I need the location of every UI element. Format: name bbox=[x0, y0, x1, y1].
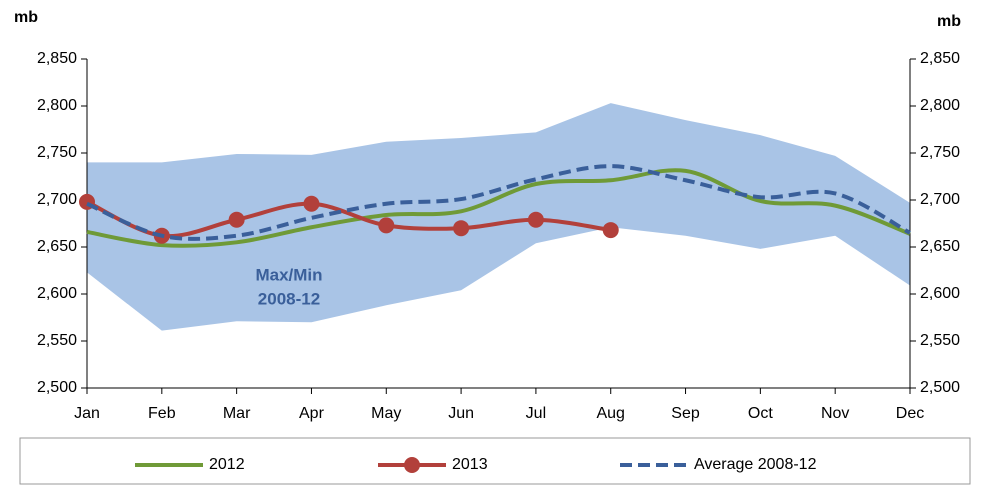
y-tick-label: 2,850 bbox=[37, 50, 77, 67]
series-marker bbox=[378, 217, 395, 234]
y-tick-label: 2,650 bbox=[37, 238, 77, 255]
x-tick-label: Jul bbox=[526, 405, 546, 422]
x-tick-label: Dec bbox=[896, 405, 924, 422]
y2-tick-label: 2,800 bbox=[920, 97, 960, 114]
y2-tick-label: 2,650 bbox=[920, 238, 960, 255]
y2-tick-label: 2,700 bbox=[920, 191, 960, 208]
x-tick-label: Aug bbox=[596, 405, 624, 422]
series-marker bbox=[527, 211, 544, 228]
y-tick-label: 2,600 bbox=[37, 285, 77, 302]
y-tick-label: 2,500 bbox=[37, 379, 77, 396]
y-tick-label: 2,800 bbox=[37, 97, 77, 114]
band-area bbox=[87, 103, 910, 331]
x-tick-label: Nov bbox=[821, 405, 849, 422]
x-tick-label: Jan bbox=[74, 405, 100, 422]
y2-axis-label: mb bbox=[937, 13, 961, 30]
legend-box bbox=[19, 437, 971, 485]
x-tick-label: May bbox=[371, 405, 401, 422]
x-tick-label: Jun bbox=[448, 405, 474, 422]
legend-label: 2012 bbox=[209, 456, 245, 473]
y2-tick-label: 2,750 bbox=[920, 144, 960, 161]
legend-label: 2013 bbox=[452, 456, 488, 473]
series-marker bbox=[303, 195, 320, 212]
y2-tick-label: 2,500 bbox=[920, 379, 960, 396]
series-marker bbox=[602, 222, 619, 239]
series-line bbox=[86, 164, 911, 241]
x-tick-label: Apr bbox=[299, 405, 325, 422]
x-tick-label: Mar bbox=[223, 405, 251, 422]
x-tick-label: Feb bbox=[148, 405, 176, 422]
band-label: 2008-12 bbox=[258, 289, 320, 308]
x-tick-label: Sep bbox=[671, 405, 700, 422]
series-marker bbox=[453, 220, 470, 237]
y2-tick-label: 2,600 bbox=[920, 285, 960, 302]
y-axis-label: mb bbox=[14, 9, 38, 26]
series-line bbox=[86, 168, 911, 248]
y-tick-label: 2,550 bbox=[37, 332, 77, 349]
y-tick-label: 2,700 bbox=[37, 191, 77, 208]
legend-marker bbox=[404, 457, 420, 473]
y2-tick-label: 2,550 bbox=[920, 332, 960, 349]
series-marker bbox=[228, 211, 245, 228]
band-label: Max/Min bbox=[255, 265, 322, 284]
y-tick-label: 2,750 bbox=[37, 144, 77, 161]
legend-label: Average 2008-12 bbox=[694, 456, 817, 473]
y2-tick-label: 2,850 bbox=[920, 50, 960, 67]
x-tick-label: Oct bbox=[748, 405, 773, 422]
